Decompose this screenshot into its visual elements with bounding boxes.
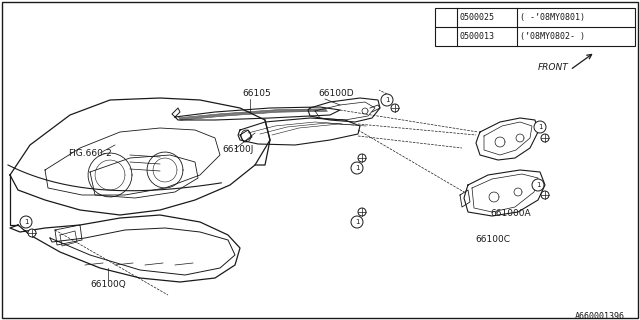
Circle shape <box>358 208 366 216</box>
Text: 1: 1 <box>24 219 28 225</box>
Circle shape <box>20 216 32 228</box>
Text: FRONT: FRONT <box>537 63 568 72</box>
Text: 661000A: 661000A <box>490 209 531 218</box>
Text: 66100D: 66100D <box>318 89 354 98</box>
Circle shape <box>28 229 36 237</box>
Text: 1: 1 <box>355 165 359 171</box>
Text: 1: 1 <box>355 219 359 225</box>
Text: 66100J: 66100J <box>222 145 253 154</box>
Text: 66105: 66105 <box>242 89 271 98</box>
Text: 1: 1 <box>536 182 540 188</box>
Text: 1: 1 <box>538 124 542 130</box>
Circle shape <box>358 154 366 162</box>
Text: 1: 1 <box>385 97 389 103</box>
Text: ( -’08MY0801): ( -’08MY0801) <box>520 13 585 22</box>
Text: 1: 1 <box>444 22 449 31</box>
Text: FIG.660-2: FIG.660-2 <box>68 148 112 157</box>
Circle shape <box>541 191 549 199</box>
Circle shape <box>438 19 454 35</box>
Text: 0500013: 0500013 <box>460 32 495 41</box>
Text: (’08MY0802- ): (’08MY0802- ) <box>520 32 585 41</box>
Circle shape <box>532 179 544 191</box>
Circle shape <box>541 134 549 142</box>
Text: 66100Q: 66100Q <box>90 281 125 290</box>
Circle shape <box>534 121 546 133</box>
Text: 0500025: 0500025 <box>460 13 495 22</box>
Bar <box>435 8 635 46</box>
Text: A660001396: A660001396 <box>575 312 625 320</box>
Circle shape <box>351 216 363 228</box>
Text: 66100C: 66100C <box>475 236 510 244</box>
Circle shape <box>391 104 399 112</box>
Circle shape <box>351 162 363 174</box>
Circle shape <box>381 94 393 106</box>
